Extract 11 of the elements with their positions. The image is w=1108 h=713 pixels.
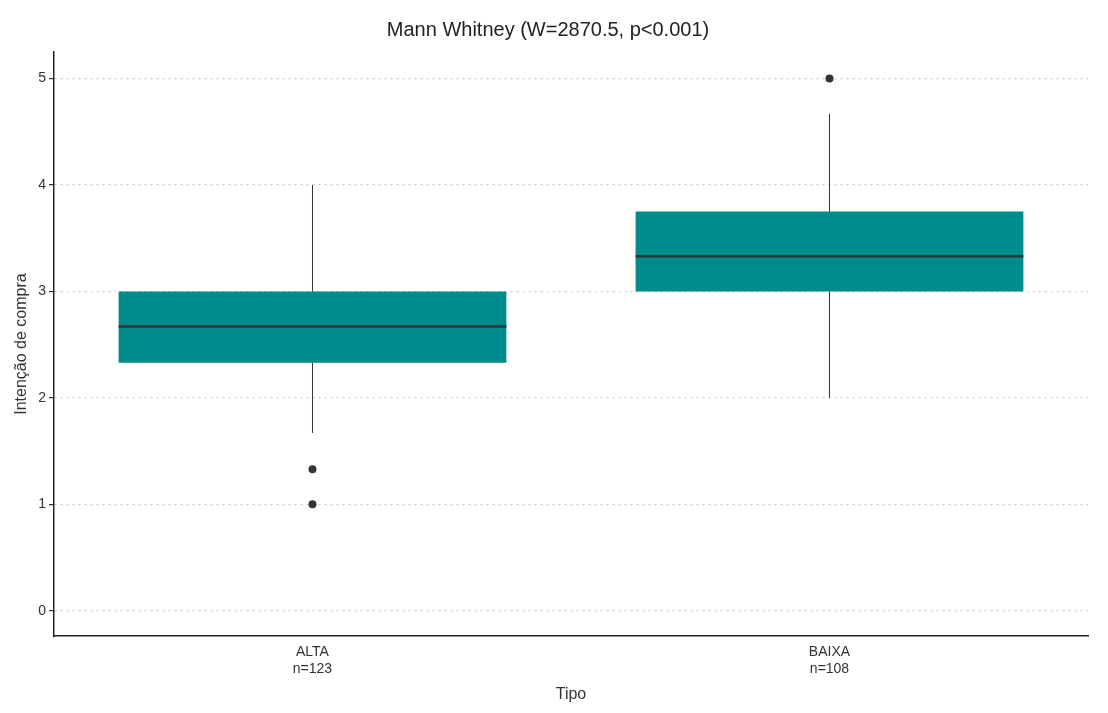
x-tick-label: BAIXA n=108 [808,643,851,677]
y-tick-label: 2 [38,388,47,405]
y-tick-label: 0 [38,601,47,618]
y-tick-label: 5 [38,69,47,86]
y-tick-label: 4 [38,175,47,192]
x-tick-label: ALTA n=123 [292,643,333,677]
y-tick-label: 1 [38,495,47,512]
y-tick-label: 3 [38,282,47,299]
y-axis-title: Intenção de compra [12,273,30,415]
chart-title: Mann Whitney (W=2870.5, p<0.001) [386,17,710,40]
x-axis-title: Tipo [555,684,587,702]
